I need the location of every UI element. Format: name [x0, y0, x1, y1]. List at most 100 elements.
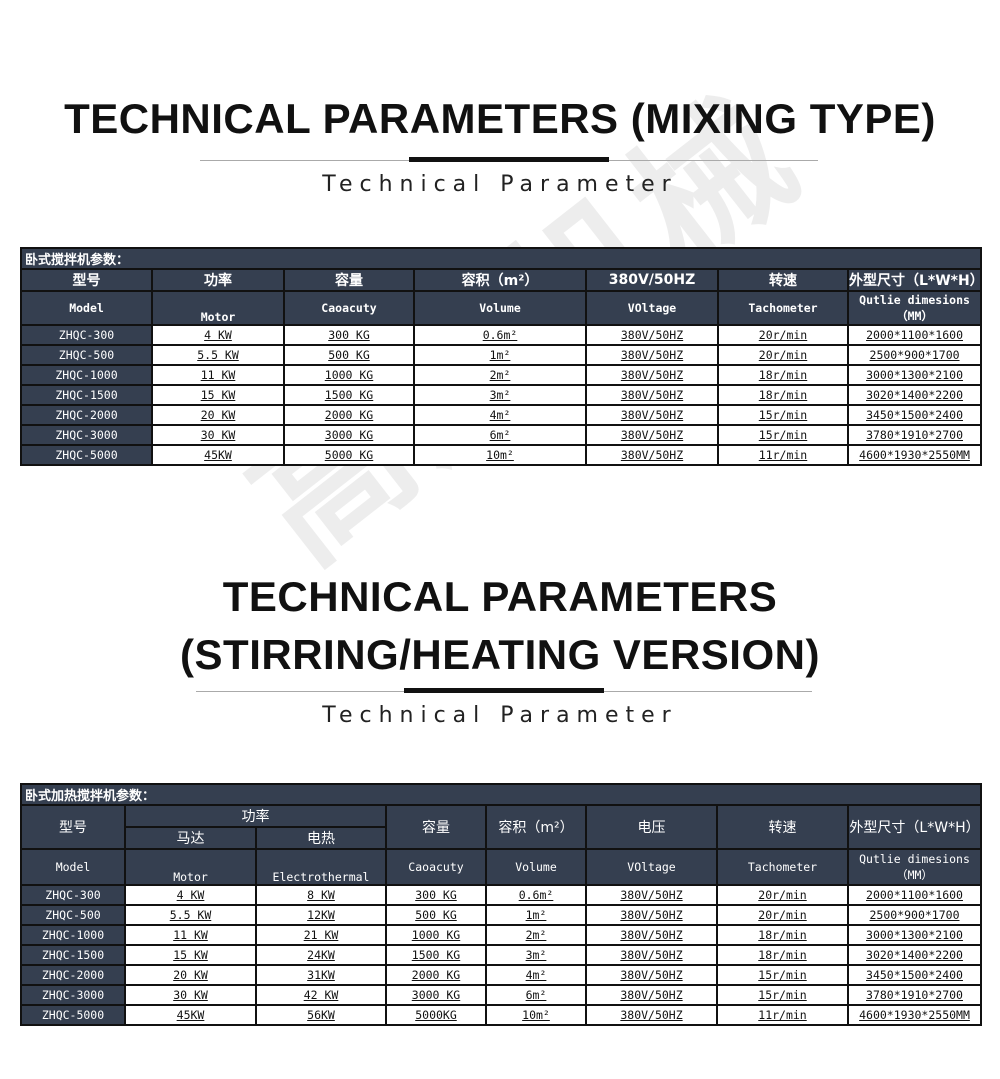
header-volume-en: Volume: [485, 848, 587, 886]
cell-volume: 2m²: [485, 924, 587, 946]
cell-model: ZHQC-3000: [20, 424, 153, 446]
cell-model: ZHQC-2000: [20, 964, 126, 986]
cell-volume: 1m²: [485, 904, 587, 926]
cell-model: ZHQC-1500: [20, 384, 153, 406]
cell-dimensions: 3000*1300*2100: [846, 364, 983, 386]
cell-dimensions: 3450*1500*2400: [846, 404, 983, 426]
cell-dimensions: 3020*1400*2200: [846, 944, 983, 966]
cell-power: 4 KW: [151, 324, 285, 346]
header-dimensions-cn: 外型尺寸（L*W*H）: [846, 268, 983, 292]
cell-voltage: 380V/50HZ: [585, 944, 718, 966]
cell-model: ZHQC-3000: [20, 984, 126, 1006]
cell-volume: 0.6m²: [485, 884, 587, 906]
cell-power: 30 KW: [151, 424, 285, 446]
divider-accent: [409, 157, 609, 162]
table-row: ZHQC-2000 20 KW 2000 KG 4m² 380V/50HZ 15r/min…: [20, 404, 983, 426]
table-row: ZHQC-3000 30 KW 3000 KG 6m² 380V/50HZ 15r/min…: [20, 424, 983, 446]
cell-voltage: 380V/50HZ: [585, 404, 719, 426]
table-row: ZHQC-500 5.5 KW 500 KG 1m² 380V/50HZ 20r/min 2…: [20, 344, 983, 366]
header-model-en: Model: [20, 290, 153, 326]
table-row: ZHQC-2000 20 KW 31KW 2000 KG 4m² 380V/50HZ 15r…: [20, 964, 983, 986]
table-caption: 卧式加热搅拌机参数：: [19, 783, 983, 806]
header-power-cn: 功率: [124, 804, 387, 828]
cell-volume: 2m²: [413, 364, 587, 386]
header-voltage-cn: 380V/50HZ: [585, 268, 719, 292]
cell-volume: 6m²: [485, 984, 587, 1006]
table-row: ZHQC-1500 15 KW 1500 KG 3m² 380V/50HZ 18r/min…: [20, 384, 983, 406]
section2-subtitle: Technical Parameter: [322, 703, 678, 728]
cell-motor: 11 KW: [124, 924, 257, 946]
cell-model: ZHQC-1000: [20, 924, 126, 946]
table-row: ZHQC-500 5.5 KW 12KW 500 KG 1m² 380V/50HZ 20r/…: [20, 904, 983, 926]
cell-dimensions: 2500*900*1700: [846, 904, 983, 926]
cell-model: ZHQC-1500: [20, 944, 126, 966]
section1-subtitle: Technical Parameter: [322, 172, 678, 197]
cell-voltage: 380V/50HZ: [585, 344, 719, 366]
cell-voltage: 380V/50HZ: [585, 384, 719, 406]
header-capacity-en: Caoacuty: [385, 848, 487, 886]
cell-power: 20 KW: [151, 404, 285, 426]
cell-capacity: 3000 KG: [385, 984, 487, 1006]
header-capacity-cn: 容量: [385, 804, 487, 850]
table-row: ZHQC-300 4 KW 8 KW 300 KG 0.6m² 380V/50HZ 20r/…: [20, 884, 983, 906]
cell-speed: 18r/min: [716, 924, 849, 946]
header-dimensions-en: Qutlie dimesions（MM）: [846, 848, 983, 886]
cell-voltage: 380V/50HZ: [585, 364, 719, 386]
cell-capacity: 2000 KG: [385, 964, 487, 986]
header-capacity-cn: 容量: [283, 268, 415, 292]
cell-voltage: 380V/50HZ: [585, 984, 718, 1006]
table-row: ZHQC-1500 15 KW 24KW 1500 KG 3m² 380V/50HZ 18r…: [20, 944, 983, 966]
cell-speed: 18r/min: [717, 384, 849, 406]
cell-speed: 11r/min: [716, 1004, 849, 1026]
cell-electrothermal: 21 KW: [255, 924, 387, 946]
cell-motor: 30 KW: [124, 984, 257, 1006]
section2-title-line2: (STIRRING/HEATING VERSION): [180, 631, 820, 678]
header-capacity-en: Caoacuty: [283, 290, 415, 326]
cell-power: 11 KW: [151, 364, 285, 386]
cell-voltage: 380V/50HZ: [585, 324, 719, 346]
mixing-params-table: 卧式搅拌机参数： 型号 功率 容量 容积（m²） 380V/50HZ 转速 外型尺寸（L*W…: [19, 247, 983, 466]
cell-dimensions: 2000*1100*1600: [846, 884, 983, 906]
header-speed-cn: 转速: [716, 804, 849, 850]
cell-electrothermal: 31KW: [255, 964, 387, 986]
cell-motor: 4 KW: [124, 884, 257, 906]
cell-dimensions: 4600*1930*2550MM: [846, 1004, 983, 1026]
header-power-en: Motor: [151, 290, 285, 326]
cell-speed: 18r/min: [717, 364, 849, 386]
cell-voltage: 380V/50HZ: [585, 924, 718, 946]
cell-voltage: 380V/50HZ: [585, 1004, 718, 1026]
cell-model: ZHQC-500: [20, 904, 126, 926]
cell-volume: 0.6m²: [413, 324, 587, 346]
cell-dimensions: 3450*1500*2400: [846, 964, 983, 986]
cell-voltage: 380V/50HZ: [585, 424, 719, 446]
cell-speed: 20r/min: [717, 324, 849, 346]
cell-voltage: 380V/50HZ: [585, 444, 719, 466]
cell-electrothermal: 12KW: [255, 904, 387, 926]
cell-speed: 20r/min: [716, 884, 849, 906]
cell-capacity: 500 KG: [385, 904, 487, 926]
header-speed-cn: 转速: [717, 268, 849, 292]
section2-title-line1: TECHNICAL PARAMETERS: [222, 573, 778, 620]
cell-dimensions: 3780*1910*2700: [846, 984, 983, 1006]
header-model-cn: 型号: [20, 268, 153, 292]
cell-voltage: 380V/50HZ: [585, 904, 718, 926]
cell-speed: 15r/min: [716, 964, 849, 986]
table-row: ZHQC-300 4 KW 300 KG 0.6m² 380V/50HZ 20r/min 2…: [20, 324, 983, 346]
cell-dimensions: 2500*900*1700: [846, 344, 983, 366]
cell-model: ZHQC-5000: [20, 1004, 126, 1026]
cell-electrothermal: 56KW: [255, 1004, 387, 1026]
header-speed-en: Tachometer: [717, 290, 849, 326]
header-power-cn: 功率: [151, 268, 285, 292]
cell-model: ZHQC-2000: [20, 404, 153, 426]
table-row: ZHQC-1000 11 KW 1000 KG 2m² 380V/50HZ 18r/min…: [20, 364, 983, 386]
header-speed-en: Tachometer: [716, 848, 849, 886]
cell-volume: 4m²: [485, 964, 587, 986]
cell-motor: 5.5 KW: [124, 904, 257, 926]
cell-power: 15 KW: [151, 384, 285, 406]
cell-electrothermal: 42 KW: [255, 984, 387, 1006]
cell-volume: 3m²: [413, 384, 587, 406]
header-electrothermal-en: Electrothermal: [255, 848, 387, 886]
cell-dimensions: 3020*1400*2200: [846, 384, 983, 406]
cell-capacity: 3000 KG: [283, 424, 415, 446]
